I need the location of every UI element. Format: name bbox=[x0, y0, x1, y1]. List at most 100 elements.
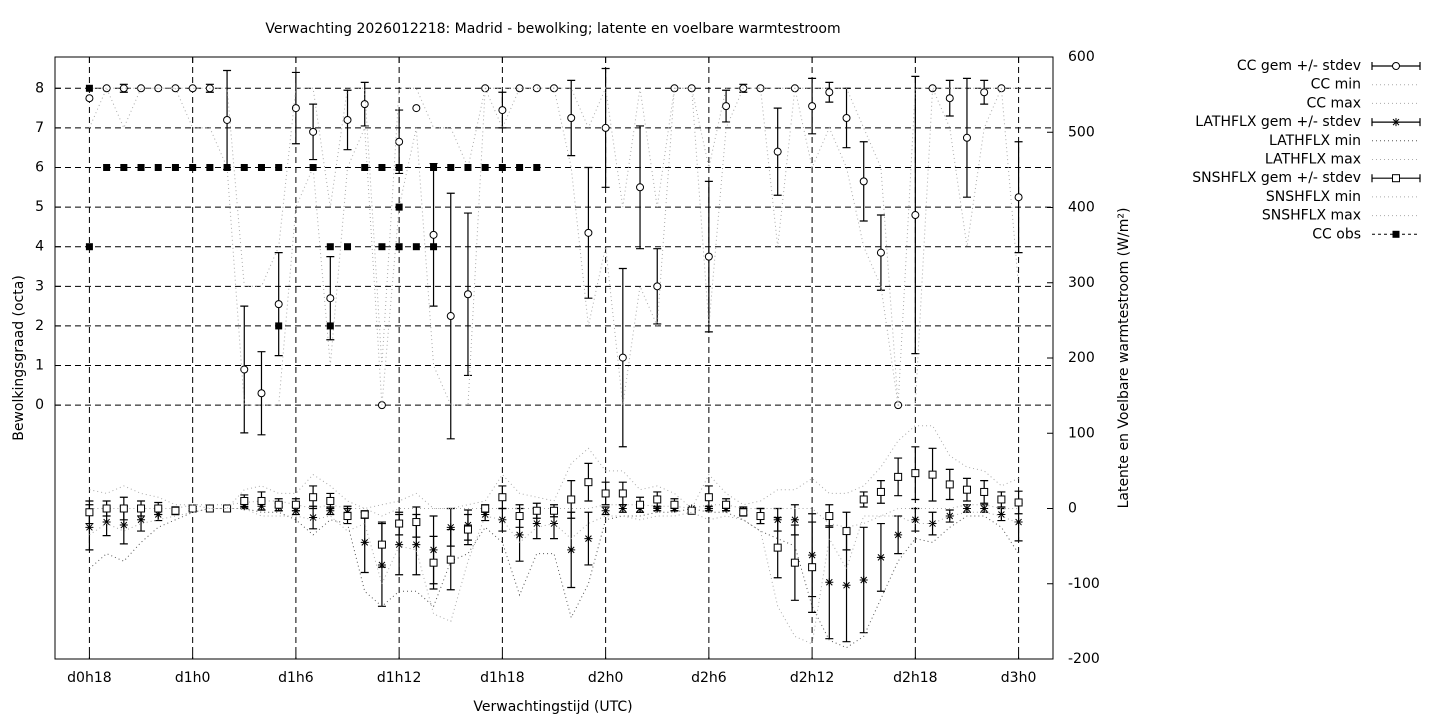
point bbox=[790, 515, 799, 524]
x-tick-label: d1h0 bbox=[175, 670, 211, 686]
point bbox=[618, 489, 627, 498]
point bbox=[997, 495, 1006, 504]
point bbox=[481, 510, 490, 519]
point bbox=[1014, 193, 1023, 202]
point bbox=[137, 504, 146, 513]
point bbox=[291, 104, 300, 113]
y2-tick-label: -100 bbox=[1068, 576, 1100, 592]
y-tick-label: 5 bbox=[35, 199, 44, 215]
point bbox=[326, 243, 334, 251]
y2-tick-label: 100 bbox=[1068, 425, 1095, 441]
point bbox=[808, 563, 817, 572]
legend-label: CC min bbox=[1311, 77, 1361, 93]
point bbox=[171, 506, 180, 515]
point bbox=[532, 506, 541, 515]
point bbox=[498, 493, 507, 502]
point bbox=[842, 581, 851, 590]
point bbox=[119, 504, 128, 513]
point bbox=[532, 519, 541, 528]
point bbox=[223, 115, 232, 124]
point bbox=[85, 84, 93, 92]
point bbox=[997, 510, 1006, 519]
point bbox=[550, 506, 558, 515]
point bbox=[446, 555, 455, 564]
legend-label: SNSHFLX gem +/- stdev bbox=[1192, 170, 1361, 186]
point bbox=[1392, 118, 1400, 127]
point bbox=[636, 500, 645, 509]
point bbox=[618, 504, 627, 513]
legend-label: LATHFLX min bbox=[1269, 133, 1361, 149]
point bbox=[653, 495, 662, 504]
point bbox=[498, 163, 506, 171]
point bbox=[825, 578, 834, 587]
point bbox=[223, 163, 231, 171]
y-tick-label: 6 bbox=[35, 159, 44, 175]
point bbox=[274, 500, 283, 509]
point bbox=[842, 527, 851, 536]
point bbox=[498, 106, 507, 115]
point bbox=[395, 203, 403, 211]
point bbox=[463, 290, 472, 299]
point bbox=[636, 183, 645, 192]
point bbox=[962, 504, 971, 513]
point bbox=[859, 495, 868, 504]
point bbox=[1014, 498, 1023, 507]
point bbox=[275, 163, 283, 171]
point bbox=[395, 540, 404, 549]
x-tick-label: d2h0 bbox=[588, 670, 624, 686]
point bbox=[894, 472, 903, 481]
point bbox=[584, 228, 593, 237]
legend-label: LATHFLX gem +/- stdev bbox=[1195, 114, 1361, 130]
series-line bbox=[89, 86, 1019, 406]
point bbox=[790, 558, 799, 567]
point bbox=[756, 84, 765, 93]
point bbox=[945, 480, 954, 489]
point bbox=[257, 163, 265, 171]
legend-label: SNSHFLX min bbox=[1266, 189, 1361, 205]
point bbox=[412, 104, 421, 113]
point bbox=[550, 519, 558, 528]
point bbox=[481, 163, 489, 171]
point bbox=[928, 84, 937, 93]
point bbox=[120, 163, 128, 171]
point bbox=[360, 538, 369, 547]
point bbox=[928, 519, 937, 528]
point bbox=[980, 487, 989, 496]
point bbox=[739, 508, 748, 517]
point bbox=[825, 88, 834, 97]
point bbox=[756, 512, 765, 521]
y2-tick-label: 200 bbox=[1068, 350, 1095, 366]
point bbox=[309, 513, 318, 522]
point bbox=[412, 243, 420, 251]
x-tick-label: d1h6 bbox=[278, 670, 314, 686]
point bbox=[704, 252, 713, 261]
point bbox=[515, 512, 524, 521]
point bbox=[85, 94, 94, 103]
y-tick-label: 3 bbox=[35, 278, 44, 294]
point bbox=[85, 523, 94, 532]
point bbox=[911, 515, 920, 524]
point bbox=[687, 506, 696, 515]
legend-label: CC max bbox=[1306, 95, 1361, 111]
point bbox=[722, 500, 731, 509]
point bbox=[291, 500, 300, 509]
point bbox=[463, 525, 472, 534]
point bbox=[567, 113, 576, 122]
point bbox=[481, 504, 490, 513]
point bbox=[189, 163, 197, 171]
point bbox=[1392, 174, 1400, 183]
point bbox=[825, 512, 834, 521]
point bbox=[980, 88, 989, 97]
series-line bbox=[89, 507, 1020, 649]
point bbox=[103, 163, 111, 171]
point bbox=[876, 248, 885, 257]
point bbox=[447, 163, 455, 171]
point bbox=[119, 84, 128, 93]
point bbox=[653, 282, 662, 291]
point bbox=[430, 243, 438, 251]
point bbox=[928, 470, 937, 479]
point bbox=[876, 487, 885, 496]
point bbox=[188, 84, 197, 93]
